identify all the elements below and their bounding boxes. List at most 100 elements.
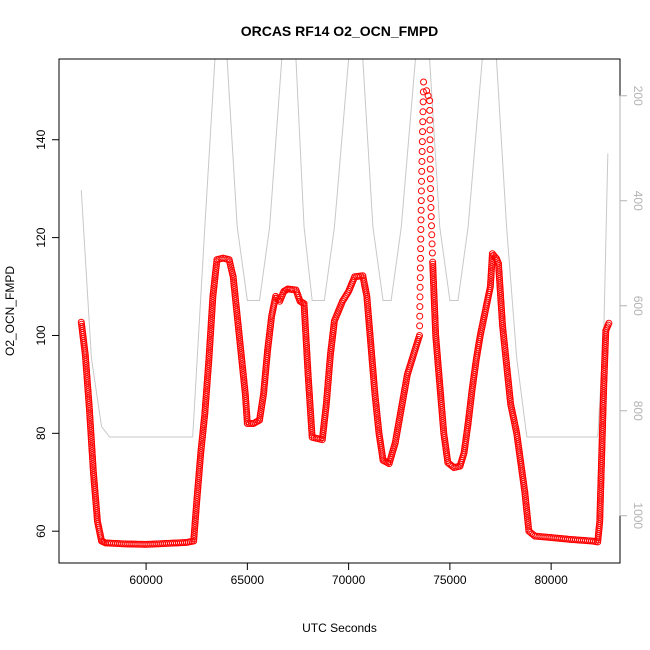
data-point: [209, 290, 217, 298]
data-point: [230, 284, 238, 292]
data-point: [304, 375, 312, 383]
data-point: [210, 279, 218, 287]
data-point: [211, 273, 219, 281]
data-point: [197, 449, 205, 457]
data-point: [523, 510, 531, 518]
data-point: [198, 438, 206, 446]
data-point: [207, 325, 215, 333]
data-point: [85, 403, 93, 411]
data-point: [501, 341, 509, 349]
data-point: [89, 455, 97, 463]
y2-tick-label: 200: [631, 86, 645, 106]
data-point: [307, 420, 315, 428]
data-point: [374, 416, 382, 424]
data-point: [305, 384, 313, 392]
data-point: [88, 442, 96, 450]
data-point: [307, 409, 315, 417]
data-point: [426, 136, 434, 144]
data-point: [234, 323, 242, 331]
data-point: [417, 187, 425, 195]
data-point: [418, 177, 426, 185]
y-tick-label: 100: [34, 325, 48, 345]
data-point: [373, 414, 381, 422]
data-point: [417, 197, 425, 205]
data-point: [487, 269, 495, 277]
data-point: [416, 322, 424, 330]
data-point: [419, 128, 427, 136]
data-point: [521, 490, 529, 498]
data-point: [417, 254, 425, 262]
data-point: [198, 440, 206, 448]
data-point: [372, 403, 380, 411]
data-point: [373, 410, 381, 418]
data-point: [190, 528, 198, 536]
data-point: [233, 314, 241, 322]
data-point: [234, 316, 242, 324]
data-point: [371, 390, 379, 398]
data-point: [89, 464, 97, 472]
data-point: [501, 350, 509, 358]
data-point: [197, 447, 205, 455]
data-point: [198, 436, 206, 444]
data-point: [236, 342, 244, 350]
data-point: [200, 421, 208, 429]
data-point: [488, 261, 496, 269]
data-point: [229, 273, 237, 281]
data-point: [524, 519, 532, 526]
data-point: [190, 533, 198, 541]
data-point: [428, 249, 436, 257]
data-point: [499, 322, 507, 330]
data-point: [504, 374, 512, 382]
data-point: [205, 352, 213, 360]
data-point: [236, 338, 244, 346]
data-point: [197, 442, 205, 450]
data-point: [211, 275, 219, 283]
data-point: [503, 363, 511, 371]
data-point: [371, 392, 379, 400]
data-point: [86, 409, 94, 417]
data-point: [418, 167, 426, 175]
y-tick-label: 140: [34, 129, 48, 149]
data-point: [506, 389, 514, 397]
data-point: [605, 319, 613, 327]
data-point: [240, 373, 248, 381]
data-point: [525, 525, 533, 533]
data-point: [500, 339, 508, 347]
data-point: [87, 438, 95, 446]
y2-tick-label: 800: [631, 401, 645, 421]
y-tick-label: 60: [34, 524, 48, 538]
data-point: [191, 524, 199, 532]
data-point: [87, 425, 95, 433]
data-point: [239, 366, 247, 374]
data-point: [208, 314, 216, 322]
data-point: [306, 394, 314, 402]
data-point: [85, 405, 93, 413]
data-point: [88, 447, 96, 455]
x-tick-label: 65000: [231, 573, 265, 587]
data-point: [192, 511, 200, 519]
data-point: [211, 271, 219, 279]
data-point: [192, 502, 200, 510]
data-point: [500, 337, 508, 345]
data-point: [427, 194, 435, 202]
data-point: [503, 361, 511, 369]
data-point: [192, 504, 200, 512]
data-point: [521, 488, 529, 496]
data-point: [208, 303, 216, 311]
data-point: [487, 274, 495, 282]
data-point: [487, 276, 495, 284]
data-point: [88, 453, 96, 461]
chart-title: ORCAS RF14 O2_OCN_FMPD: [241, 23, 439, 39]
data-point: [416, 264, 424, 272]
data-point: [231, 286, 239, 294]
y-tick-label: 120: [34, 227, 48, 247]
data-point: [499, 326, 507, 334]
data-point: [205, 356, 213, 364]
data-point: [522, 499, 530, 507]
data-point: [190, 537, 198, 545]
data-point: [416, 331, 423, 339]
data-point: [503, 370, 511, 378]
data-point: [241, 386, 249, 394]
data-point: [417, 245, 425, 253]
data-point: [240, 379, 248, 387]
